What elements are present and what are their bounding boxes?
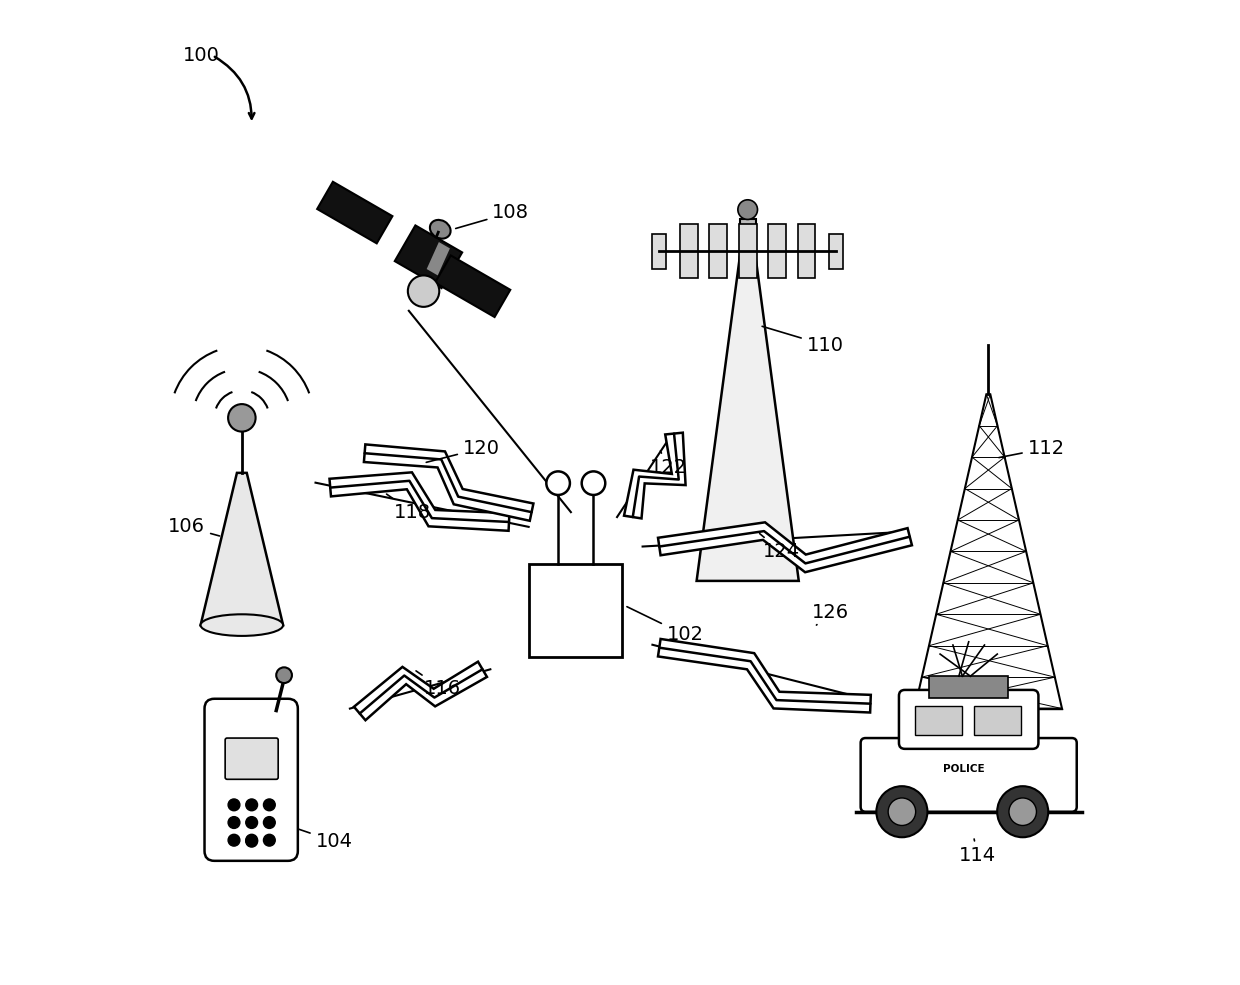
- Circle shape: [738, 200, 758, 220]
- FancyBboxPatch shape: [205, 698, 298, 861]
- Text: POLICE: POLICE: [942, 764, 985, 774]
- Polygon shape: [658, 522, 911, 572]
- FancyBboxPatch shape: [973, 705, 1021, 735]
- Text: 116: 116: [415, 671, 461, 698]
- Text: 126: 126: [811, 603, 848, 625]
- Circle shape: [228, 834, 239, 846]
- Circle shape: [263, 799, 275, 811]
- Circle shape: [877, 786, 928, 837]
- Polygon shape: [697, 257, 799, 581]
- Polygon shape: [394, 226, 463, 289]
- FancyBboxPatch shape: [797, 225, 816, 279]
- Circle shape: [246, 799, 258, 811]
- FancyBboxPatch shape: [226, 738, 278, 779]
- Polygon shape: [363, 444, 533, 521]
- Text: 110: 110: [763, 326, 843, 355]
- Circle shape: [246, 817, 258, 828]
- Polygon shape: [353, 662, 487, 720]
- Circle shape: [408, 276, 439, 307]
- Polygon shape: [624, 432, 686, 518]
- Text: 122: 122: [650, 451, 687, 478]
- Text: 102: 102: [627, 607, 703, 644]
- Text: 112: 112: [999, 438, 1065, 458]
- Text: 108: 108: [455, 203, 529, 229]
- FancyBboxPatch shape: [680, 225, 698, 279]
- Text: 118: 118: [387, 494, 432, 522]
- FancyBboxPatch shape: [652, 234, 666, 269]
- Polygon shape: [330, 473, 510, 531]
- FancyBboxPatch shape: [830, 234, 843, 269]
- Text: 124: 124: [760, 534, 800, 560]
- Circle shape: [228, 817, 239, 828]
- FancyBboxPatch shape: [529, 563, 622, 657]
- Polygon shape: [427, 242, 450, 276]
- Polygon shape: [435, 255, 511, 317]
- Circle shape: [263, 817, 275, 828]
- Circle shape: [1009, 798, 1037, 825]
- Circle shape: [997, 786, 1048, 837]
- Polygon shape: [658, 639, 870, 712]
- FancyBboxPatch shape: [769, 225, 786, 279]
- FancyBboxPatch shape: [930, 676, 1008, 697]
- FancyBboxPatch shape: [899, 690, 1038, 749]
- Text: 120: 120: [427, 438, 500, 462]
- FancyBboxPatch shape: [739, 225, 756, 279]
- Text: 106: 106: [169, 517, 219, 537]
- Circle shape: [547, 472, 570, 494]
- Circle shape: [277, 667, 291, 683]
- FancyBboxPatch shape: [915, 705, 962, 735]
- Circle shape: [228, 799, 239, 811]
- Text: 114: 114: [959, 839, 996, 866]
- Ellipse shape: [430, 220, 450, 238]
- Polygon shape: [915, 394, 1061, 708]
- Circle shape: [246, 834, 258, 846]
- FancyBboxPatch shape: [709, 225, 727, 279]
- Circle shape: [228, 404, 255, 431]
- Ellipse shape: [201, 615, 283, 636]
- Circle shape: [582, 472, 605, 494]
- Text: 104: 104: [279, 822, 352, 851]
- Text: 100: 100: [184, 45, 219, 65]
- Polygon shape: [201, 473, 283, 625]
- FancyBboxPatch shape: [740, 220, 755, 257]
- Circle shape: [263, 834, 275, 846]
- FancyBboxPatch shape: [861, 738, 1076, 812]
- Circle shape: [888, 798, 915, 825]
- Polygon shape: [317, 182, 392, 243]
- Circle shape: [246, 835, 258, 847]
